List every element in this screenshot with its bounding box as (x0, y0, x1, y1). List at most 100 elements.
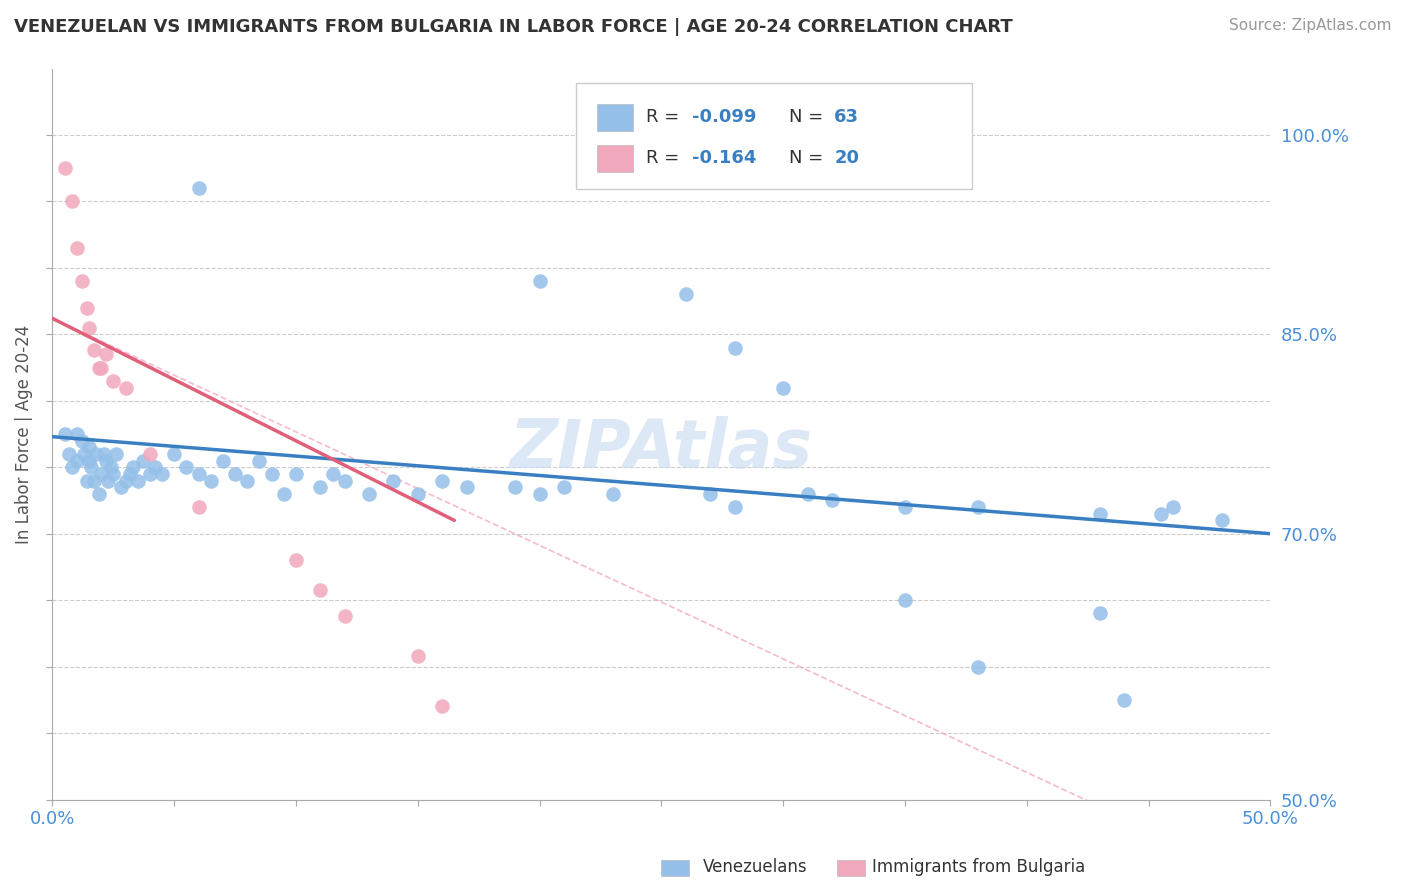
Point (163, 447, 186, 461)
Point (322, 467, 344, 481)
Text: Venezuelans: Venezuelans (703, 858, 807, 876)
Point (127, 474, 149, 488)
Point (93, 447, 115, 461)
Point (76, 301, 98, 315)
Point (1150, 507, 1173, 521)
Point (1088, 507, 1111, 521)
Point (76, 474, 98, 488)
Text: -0.099: -0.099 (692, 109, 756, 127)
Point (821, 493, 844, 508)
Point (70, 274, 93, 288)
Point (97, 474, 120, 488)
Point (77, 440, 100, 454)
Point (406, 487, 429, 501)
Point (285, 553, 308, 567)
FancyBboxPatch shape (576, 83, 972, 189)
Point (333, 474, 356, 488)
Point (60, 194, 83, 209)
FancyBboxPatch shape (598, 103, 634, 131)
Point (894, 593, 917, 607)
Point (60, 460, 83, 475)
Point (359, 487, 381, 501)
Point (94, 347, 117, 361)
Point (967, 500, 990, 515)
Point (894, 500, 917, 515)
Point (150, 467, 173, 481)
Point (131, 453, 153, 467)
Point (66, 241, 89, 255)
Point (529, 487, 551, 501)
Point (675, 287, 697, 301)
Point (110, 480, 132, 494)
Point (83, 343, 105, 358)
Point (53, 427, 76, 442)
Point (1211, 513, 1233, 527)
Text: N =: N = (789, 109, 830, 127)
Point (772, 380, 794, 394)
Point (236, 474, 259, 488)
Point (120, 467, 142, 481)
Point (602, 487, 624, 501)
Point (80, 460, 103, 475)
Point (143, 460, 166, 475)
Point (83, 474, 105, 488)
Point (77, 320, 100, 334)
Point (103, 374, 125, 388)
Point (432, 474, 454, 488)
Point (967, 659, 990, 673)
Point (176, 460, 198, 475)
Y-axis label: In Labor Force | Age 20-24: In Labor Force | Age 20-24 (15, 325, 32, 543)
Point (212, 453, 235, 467)
Point (90, 360, 112, 375)
Point (503, 480, 526, 494)
Point (249, 453, 271, 467)
Text: Immigrants from Bulgaria: Immigrants from Bulgaria (872, 858, 1085, 876)
Point (187, 467, 209, 481)
Point (103, 467, 125, 481)
Point (553, 480, 575, 494)
Point (395, 879, 418, 892)
FancyBboxPatch shape (598, 145, 634, 172)
Point (723, 500, 745, 515)
Point (224, 467, 246, 481)
Point (187, 500, 209, 515)
Text: R =: R = (645, 109, 685, 127)
Text: ZIPAtlas: ZIPAtlas (510, 416, 813, 482)
Point (77, 453, 100, 467)
Text: -0.164: -0.164 (692, 150, 756, 168)
Point (84, 447, 107, 461)
Point (432, 699, 454, 714)
Point (90, 467, 112, 481)
Point (796, 487, 818, 501)
Point (406, 648, 429, 663)
Point (187, 181, 209, 195)
Point (70, 434, 93, 448)
Point (139, 467, 162, 481)
Point (94, 453, 117, 467)
Point (1114, 693, 1136, 707)
Point (104, 447, 127, 461)
Text: 63: 63 (834, 109, 859, 127)
Point (121, 460, 143, 475)
Point (200, 474, 222, 488)
Point (456, 480, 478, 494)
Text: Source: ZipAtlas.com: Source: ZipAtlas.com (1229, 18, 1392, 33)
Point (309, 582, 332, 597)
Text: 20: 20 (834, 150, 859, 168)
Point (87, 487, 110, 501)
Point (382, 474, 405, 488)
Point (723, 341, 745, 355)
Point (53, 161, 76, 176)
Point (285, 467, 308, 481)
Point (273, 487, 295, 501)
Point (100, 460, 122, 475)
Point (139, 447, 162, 461)
Point (333, 609, 356, 624)
Text: R =: R = (645, 150, 685, 168)
Point (58, 447, 80, 461)
Point (73, 447, 96, 461)
Point (114, 380, 136, 394)
Point (114, 474, 136, 488)
Point (87, 360, 110, 375)
Point (309, 480, 332, 494)
